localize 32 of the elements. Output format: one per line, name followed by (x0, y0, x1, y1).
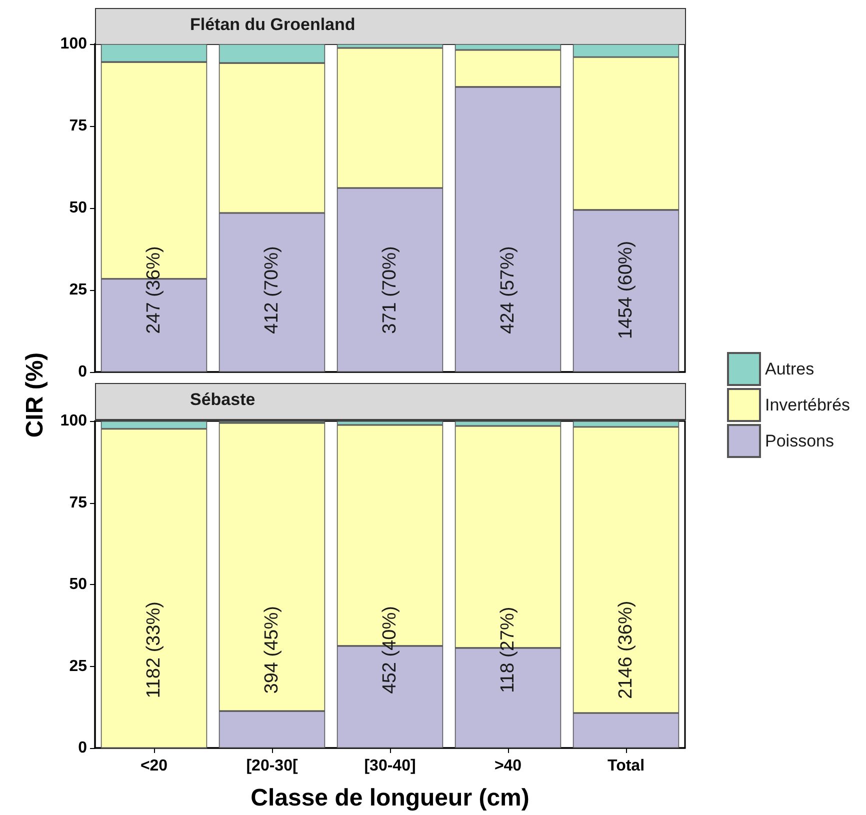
annotation: 452 (40%) (380, 606, 400, 694)
annotation: 424 (57%) (498, 246, 518, 334)
annotation: 371 (70%) (380, 246, 400, 334)
y-tick-label: 50 (69, 200, 88, 216)
x-tick-label: [20-30[ (246, 758, 298, 774)
legend-label: Autres (765, 360, 814, 378)
y-tick-label: 0 (78, 740, 88, 756)
annotation: 1454 (60%) (616, 240, 636, 340)
x-tick-label: [30-40] (364, 758, 416, 774)
x-tick-label: Total (607, 758, 645, 774)
y-tick-label: 75 (69, 494, 88, 512)
annotation: 2146 (36%) (616, 600, 636, 700)
x-tick-label: >40 (494, 758, 522, 774)
annotation: 118 (27%) (498, 606, 518, 694)
y-tick-label: 75 (69, 118, 88, 134)
chart-title: Flétan du Groenland (190, 15, 356, 34)
y-tick-label: 25 (69, 282, 88, 298)
annotation: 247 (36%) (144, 246, 164, 334)
annotation: 1182 (33%) (144, 601, 164, 698)
y-tick-label: 100 (60, 412, 88, 430)
legend-label: Poissons (765, 432, 834, 450)
y-tick-label: 0 (78, 364, 88, 380)
annotation: 394 (45%) (262, 606, 282, 694)
x-axis-title: Classe de longueur (cm) (250, 784, 530, 812)
y-tick-label: 100 (60, 36, 88, 52)
chart-title: Sébaste (190, 390, 256, 409)
legend-label: Invertébrés (765, 396, 850, 414)
y-axis-title: CIR (%) (22, 352, 48, 438)
annotation: 412 (70%) (262, 246, 282, 334)
x-tick-label: <20 (140, 758, 168, 774)
y-tick-label: 25 (69, 658, 88, 675)
y-tick-label: 50 (69, 576, 88, 593)
